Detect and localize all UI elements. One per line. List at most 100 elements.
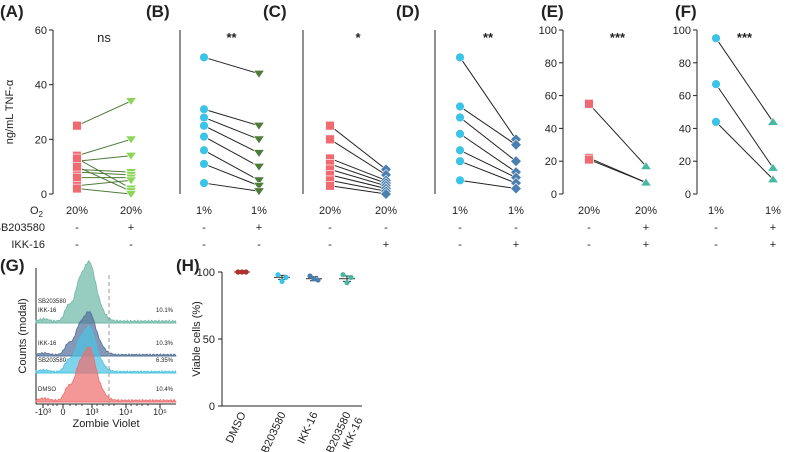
paired-line [459,160,517,184]
track-label: SB203580 [38,358,67,364]
paired-line [76,179,132,187]
data-point [125,135,137,145]
o2-value: 20% [635,205,657,217]
significance-label: ns [97,30,111,45]
data-point [239,269,245,275]
paired-line [715,83,774,169]
data-point [711,79,721,89]
o2-value: 1% [251,205,267,217]
panel-d: (D) ** 1% - - 1% - + [396,2,524,251]
paired-line [76,168,132,173]
data-point [315,277,321,283]
data-point [253,187,265,197]
panel-label: (C) [263,2,287,21]
data-point [253,162,265,172]
category-label-line: DMSO [224,410,249,445]
significance-label: * [355,30,361,45]
category-label-line: SB203580 [256,410,289,452]
data-point [325,134,335,145]
category-label: SB203580IKK-16 [321,410,365,452]
data-point [510,182,522,195]
panel-f: (F) 0 20 40 60 80 100 *** 1% - - 1% + + [673,2,782,251]
paired-line [588,159,647,183]
panel-label: (E) [541,2,564,21]
sb-value: - [714,222,718,234]
y-tick-label: 80 [679,58,691,70]
category-label: IKK-16 [296,410,321,446]
paired-line [203,108,260,127]
data-point [72,172,82,183]
o2-label: O [30,205,39,217]
data-point [72,153,82,164]
sb-value: + [643,222,649,234]
x-tick-label: -10³ [35,407,51,417]
data-point [199,120,209,131]
track-percent: 6.35% [156,358,174,364]
o2-value: 20% [120,205,142,217]
ikk-value: + [513,239,519,251]
panel-label: (A) [0,2,24,21]
data-point [253,149,265,158]
y-tick-label: 40 [35,80,47,92]
histogram-area [35,260,177,324]
track-percent: 10.1% [156,308,174,314]
track-label: IKK-16 [38,341,57,347]
paired-line [329,125,387,170]
y-tick-label: 20 [679,156,691,168]
paired-line [459,179,517,190]
paired-line [76,100,132,127]
sb-value: + [256,222,262,234]
y-tick-label: 60 [35,25,47,37]
sb-value: - [202,222,206,234]
data-point [199,159,209,169]
data-point [243,269,249,275]
sb-value: - [75,222,79,234]
data-point [199,131,209,142]
o2-row-label: O2 [30,205,44,219]
data-point [235,269,241,275]
data-point [72,120,82,131]
data-point [72,161,82,172]
o2-value: 1% [765,205,781,217]
data-point [640,161,652,170]
data-point [455,101,465,112]
data-point [253,121,265,131]
significance-label: *** [610,30,626,45]
data-point [199,52,209,63]
paired-line [76,188,132,195]
y-tick-label: 100 [673,25,691,37]
sb-value: - [587,222,591,234]
track-label: DMSO [38,387,56,393]
panel-label: (B) [146,2,170,21]
significance-label: ** [226,30,237,45]
y-axis-label: Counts (modal) [17,298,29,373]
paired-line [203,125,260,154]
panel-label: (F) [675,2,697,21]
paired-line [203,149,260,181]
data-point [283,274,289,280]
data-point [199,112,209,123]
ikk-value: + [643,239,649,251]
ikk-value: - [328,239,332,251]
sb-value: - [328,222,332,234]
o2-value: 1% [452,205,468,217]
y-tick-label: 40 [545,123,557,135]
data-point [510,155,522,168]
y-tick-label: 20 [545,156,557,168]
panel-g: (G) Counts (modal) Zombie Violet -10³ 0 10³ 10… [0,256,177,430]
data-point [279,278,285,284]
panel-label: (G) [0,256,25,275]
sb-row-label: SB203580 [0,222,45,234]
x-tick-label: 10³ [85,407,98,417]
sb-value: + [770,222,776,234]
paired-line [76,158,132,189]
panel-c: (C) * 20% - - 20% - + [263,2,397,251]
paired-line [203,182,260,192]
o2-value: 20% [319,205,341,217]
y-tick-label: 0 [685,189,691,201]
data-point [455,52,465,63]
paired-line [329,179,387,192]
paired-line [329,158,387,181]
data-point [711,33,721,43]
